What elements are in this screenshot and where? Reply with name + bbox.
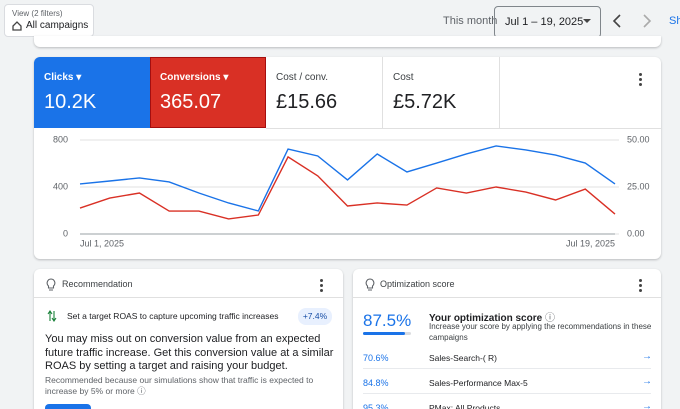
y2-tick-label: 50.00 xyxy=(627,134,650,144)
recommendation-body: You may miss out on conversion value fro… xyxy=(45,333,334,372)
series-line xyxy=(79,155,616,220)
score: 87.5% xyxy=(363,311,412,330)
score-track xyxy=(363,332,411,335)
filter-label: View (2 filters) xyxy=(12,9,63,18)
chart: 0 400 800 0.00 25.00 50.00 Jul 1, 2025 Jul 19, … xyxy=(53,134,650,248)
caret xyxy=(583,19,591,23)
share-button[interactable]: Sh xyxy=(669,15,680,27)
metric-value: £5.72K xyxy=(393,91,457,113)
date-range: Jul 1 – 19, 2025 xyxy=(505,16,584,28)
more-button[interactable] xyxy=(639,279,643,294)
metric-name: Conversions xyxy=(160,72,221,83)
campaign-arrow[interactable]: → xyxy=(642,401,652,409)
metric-name: Clicks xyxy=(44,72,74,83)
x-tick-label: Jul 1, 2025 xyxy=(80,238,124,248)
filter-value: All campaigns xyxy=(26,20,89,31)
metric-value: 10.2K xyxy=(44,91,97,113)
y2-tick-label: 0.00 xyxy=(627,228,645,238)
metric-tile[interactable]: Conversions ▾ 365.07 xyxy=(150,57,266,128)
score-heading: Your optimization score ⓘ xyxy=(429,313,555,324)
metric-label: Clicks ▾ xyxy=(44,72,82,83)
more-button[interactable] xyxy=(639,73,643,88)
apply-button[interactable] xyxy=(45,404,91,409)
reason-text: Recommended because our simulations show… xyxy=(45,375,314,396)
score-description: Increase your score by applying the reco… xyxy=(429,322,652,342)
campaign-score: 84.8% xyxy=(363,378,389,388)
divider xyxy=(34,297,343,298)
arrows-icon xyxy=(47,310,57,322)
bulb-icon xyxy=(365,278,375,291)
card-title: Recommendation xyxy=(62,279,133,289)
uplift-badge: +7.4% xyxy=(298,308,332,325)
next-button[interactable] xyxy=(642,14,652,28)
campaign-arrow[interactable]: → xyxy=(642,351,652,362)
campaign-name: PMax: All Products xyxy=(429,403,501,409)
metric-label: Conversions ▾ xyxy=(160,72,229,83)
recommendation-reason: Recommended because our simulations show… xyxy=(45,375,314,396)
card-title: Optimization score xyxy=(380,279,455,289)
period-label: This month xyxy=(443,15,498,27)
y-tick-label: 800 xyxy=(53,134,68,144)
score-bar xyxy=(363,332,405,335)
more-button[interactable] xyxy=(320,279,324,294)
recommendation-item: Set a target ROAS to capture upcoming tr… xyxy=(67,311,279,321)
heading-text: Your optimization score xyxy=(429,313,543,324)
metric-value: 365.07 xyxy=(160,91,222,113)
home-icon xyxy=(12,21,22,31)
date-dropdown[interactable]: Jul 1 – 19, 2025 xyxy=(494,6,601,38)
metric-label: Cost xyxy=(393,72,414,83)
y2-tick-label: 25.00 xyxy=(627,181,650,191)
metric-label: Cost / conv. xyxy=(276,72,329,83)
x-tick-label: Jul 19, 2025 xyxy=(566,238,615,248)
metric-value: £15.66 xyxy=(276,91,338,113)
series-line xyxy=(79,145,616,212)
divider xyxy=(363,368,651,369)
divider xyxy=(500,128,661,129)
optimization-card: Optimization score 87.5% Your optimizati… xyxy=(353,269,661,409)
campaign-name: Sales-Performance Max-5 xyxy=(429,378,528,388)
y-tick-label: 0 xyxy=(63,228,68,238)
campaign-score: 95.3% xyxy=(363,403,389,409)
campaign-score: 70.6% xyxy=(363,353,389,363)
prev-button[interactable] xyxy=(612,14,622,28)
divider xyxy=(363,393,651,394)
performance-card: Clicks ▾ 10.2K Conversions ▾ 365.07 Cost… xyxy=(34,57,661,259)
metric-tile[interactable]: Cost / conv. £15.66 xyxy=(266,57,383,129)
campaign-arrow[interactable]: → xyxy=(642,376,652,387)
recommendation-card: Recommendation Set a target ROAS to capt… xyxy=(34,269,343,409)
filter-box[interactable]: View (2 filters) All campaigns xyxy=(4,4,94,37)
card-above xyxy=(34,36,661,47)
metric-tile[interactable]: Cost £5.72K xyxy=(383,57,500,129)
bulb-icon xyxy=(46,278,56,291)
y-tick-label: 400 xyxy=(53,181,68,191)
metric-tile[interactable]: Clicks ▾ 10.2K xyxy=(34,57,150,128)
campaign-name: Sales-Search-( R) xyxy=(429,353,498,363)
divider xyxy=(353,297,661,298)
